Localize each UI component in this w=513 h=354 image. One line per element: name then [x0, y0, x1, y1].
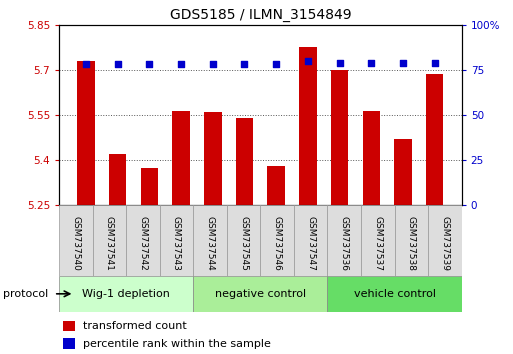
Bar	[394, 205, 428, 276]
Bar	[77, 61, 95, 205]
Bar	[204, 112, 222, 205]
Title: GDS5185 / ILMN_3154849: GDS5185 / ILMN_3154849	[169, 8, 351, 22]
Bar	[193, 276, 327, 312]
Bar	[426, 74, 443, 205]
Bar	[394, 139, 412, 205]
Bar	[160, 205, 193, 276]
Bar	[294, 205, 327, 276]
Bar	[267, 166, 285, 205]
Text: GSM737545: GSM737545	[239, 216, 248, 271]
Point	[82, 62, 90, 67]
Bar	[92, 205, 126, 276]
Point	[113, 62, 122, 67]
Bar	[193, 205, 227, 276]
Bar	[63, 338, 75, 349]
Text: GSM737542: GSM737542	[139, 216, 147, 271]
Text: GSM737539: GSM737539	[441, 216, 449, 271]
Point	[241, 62, 249, 67]
Text: GSM737547: GSM737547	[306, 216, 315, 271]
Bar	[327, 205, 361, 276]
Text: Wig-1 depletion: Wig-1 depletion	[82, 289, 170, 299]
Bar	[363, 110, 380, 205]
Text: GSM737540: GSM737540	[71, 216, 80, 271]
Point	[304, 58, 312, 64]
Text: vehicle control: vehicle control	[353, 289, 436, 299]
Point	[367, 60, 376, 65]
Text: GSM737536: GSM737536	[340, 216, 349, 271]
Text: GSM737546: GSM737546	[272, 216, 282, 271]
Bar	[331, 70, 348, 205]
Point	[177, 62, 185, 67]
Bar	[59, 276, 193, 312]
Bar	[126, 205, 160, 276]
Bar	[428, 205, 462, 276]
Point	[336, 60, 344, 65]
Text: GSM737541: GSM737541	[105, 216, 114, 271]
Text: negative control: negative control	[215, 289, 306, 299]
Point	[209, 62, 217, 67]
Text: protocol: protocol	[4, 289, 49, 299]
Point	[430, 60, 439, 65]
Text: GSM737538: GSM737538	[407, 216, 416, 271]
Bar	[236, 118, 253, 205]
Bar	[109, 154, 126, 205]
Text: GSM737544: GSM737544	[206, 216, 214, 271]
Bar	[141, 168, 158, 205]
Bar	[227, 205, 260, 276]
Point	[145, 62, 153, 67]
Text: transformed count: transformed count	[83, 321, 187, 331]
Bar	[327, 276, 462, 312]
Bar	[59, 205, 92, 276]
Bar	[63, 320, 75, 331]
Bar	[299, 47, 317, 205]
Point	[272, 62, 280, 67]
Bar	[260, 205, 294, 276]
Point	[399, 60, 407, 65]
Bar	[172, 110, 190, 205]
Bar	[361, 205, 394, 276]
Text: percentile rank within the sample: percentile rank within the sample	[83, 339, 271, 349]
Text: GSM737543: GSM737543	[172, 216, 181, 271]
Text: GSM737537: GSM737537	[373, 216, 382, 271]
